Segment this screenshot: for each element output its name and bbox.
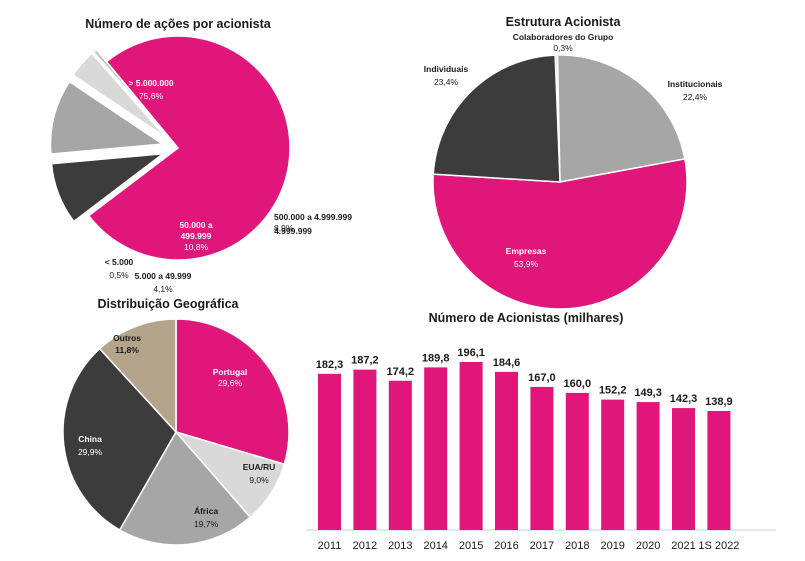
geo-pie-china-value: 29,9% [78,447,103,457]
holders-bar-value-label: 174,2 [387,366,415,378]
structure-pie-slice-3 [432,54,561,183]
holders-bar-tick-label: 1S 2022 [698,540,739,552]
holders-bar-value-label: 189,8 [422,352,450,364]
holders-bar-2013 [388,380,412,530]
structure-pie-slice-1 [556,54,686,183]
geo-pie-portugal-value: 29,6% [218,378,243,388]
holders-bar-value-label: 138,9 [705,396,733,408]
holders-bar-value-label: 152,2 [599,385,627,397]
shares-pie-500k-value: 8,9% [274,223,294,233]
holders-bar-2015 [459,362,483,530]
geo-pie-portugal-label: Portugal [213,367,247,377]
shares-pie-slice-2 [49,80,165,155]
holders-bar-tick-label: 2013 [388,540,412,552]
shares-pie-500k-label-line2: 4.999.999 [274,226,312,236]
holders-bar-tick-label: 2016 [494,540,518,552]
shares-pie-slice-1 [50,152,166,223]
shares-pie-gt5m-value: 75,6% [139,91,164,101]
holders-bar-2012 [353,369,377,530]
holders-bar-value-label: 196,1 [457,347,485,359]
structure-pie-institucionais-value: 22,4% [683,92,708,102]
shares-pie-5k-value: 4,1% [153,284,173,294]
holders-bar-value-label: 149,3 [634,387,662,399]
structure-pie-individuais-label: Individuais [424,64,469,74]
geo-pie-china-label: China [78,434,102,444]
geo-pie-euaru-label: EUA/RU [243,462,276,472]
shares-pie-slice-4 [92,48,169,137]
shares-pie-500k-label: 500.000 a 4.999.999 [274,212,352,222]
holders-bar-value-label: 160,0 [564,378,592,390]
geo-pie-slice-4 [98,318,177,434]
shares-pie-50k-label: 50.000 a [179,220,212,230]
shares-pie-title: Número de ações por acionista [85,17,272,31]
holders-bar-value-label: 182,3 [316,359,344,371]
shares-pie-5k-label: 5.000 a 49.999 [135,271,192,281]
holders-bar-tick-label: 2015 [459,540,483,552]
holders-bar-tick-label: 2018 [565,540,589,552]
holders-bar-2018 [565,392,589,530]
holders-bar-value-label: 167,0 [528,372,556,384]
holders-bar-2021 [672,408,695,530]
geo-pie-title: Distribuição Geográfica [97,297,239,311]
structure-pie-empresas-label: Empresas [506,246,547,256]
geo-pie-slice-0 [175,318,290,466]
geo-pie-africa-label: África [194,506,218,516]
geo-pie-outros-label: Outros [113,333,141,343]
structure-pie-title: Estrutura Acionista [506,15,622,29]
shares-pie-slice-0 [87,35,291,261]
structure-pie-individuais-value: 23,4% [434,77,459,87]
holders-bar-title: Número de Acionistas (milhares) [429,311,624,325]
shares-pie-gt5m-label: > 5.000.000 [128,78,173,88]
structure-pie-colaboradores-value: 0,3% [553,43,573,53]
holders-bar-2019 [601,399,625,530]
holders-bar-tick-label: 2021 [671,540,695,552]
holders-bar-2017 [530,386,554,530]
holders-bar-value-label: 142,3 [670,393,698,405]
holders-bar-tick-label: 2011 [318,540,342,552]
holders-bar-tick-label: 2017 [530,540,554,552]
holders-bar-tick-label: 2020 [636,540,660,552]
holders-bar-tick-label: 2012 [353,540,377,552]
holders-bar-1s-2022 [707,411,731,530]
geo-pie-slice-2 [118,430,252,546]
shares-pie-slice-3 [71,52,167,139]
geo-pie-slice-3 [62,347,177,532]
structure-pie-colaboradores-label: Colaboradores do Grupo [513,32,614,42]
holders-bar-2011 [318,373,341,530]
holders-bar-2016 [495,371,518,530]
holders-bar-2020 [636,402,660,530]
shares-pie-lt5k-value: 0,5% [109,270,129,280]
geo-pie-africa-value: 19,7% [194,519,219,529]
holders-bar-tick-label: 2019 [600,540,624,552]
structure-pie-institucionais-label: Institucionais [668,79,723,89]
structure-pie-empresas-value: 53,9% [514,259,539,269]
shares-pie-lt5k-label: < 5.000 [105,257,134,267]
shares-pie-50k-label-line2: 499.999 [181,231,212,241]
geo-pie-euaru-value: 9,0% [249,475,269,485]
holders-bar-value-label: 187,2 [351,355,379,367]
shares-pie-50k-value: 10,8% [184,242,209,252]
holders-bar-2014 [424,367,448,530]
geo-pie-outros-value: 11,8% [115,345,139,355]
holders-bar-tick-label: 2014 [423,540,447,552]
structure-pie-slice-2 [432,158,688,310]
holders-bar-value-label: 184,6 [493,357,521,369]
